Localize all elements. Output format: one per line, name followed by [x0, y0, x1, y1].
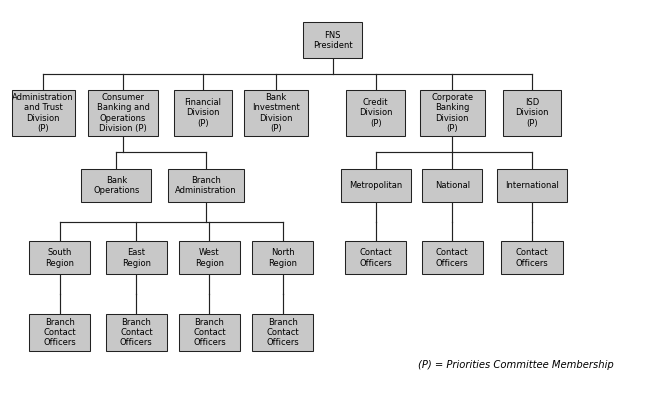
Text: Credit
Division
(P): Credit Division (P): [359, 98, 392, 128]
Text: Contact
Officers: Contact Officers: [515, 248, 549, 268]
FancyBboxPatch shape: [420, 90, 485, 136]
Text: Contact
Officers: Contact Officers: [359, 248, 392, 268]
FancyBboxPatch shape: [88, 90, 158, 136]
Text: Financial
Division
(P): Financial Division (P): [184, 98, 221, 128]
Text: Consumer
Banking and
Operations
Division (P): Consumer Banking and Operations Division…: [96, 93, 150, 133]
Text: National: National: [435, 181, 469, 190]
FancyBboxPatch shape: [303, 22, 362, 58]
FancyBboxPatch shape: [106, 314, 167, 351]
FancyBboxPatch shape: [346, 90, 405, 136]
Text: Branch
Contact
Officers: Branch Contact Officers: [266, 318, 299, 347]
FancyBboxPatch shape: [422, 169, 482, 202]
Text: (P) = Priorities Committee Membership: (P) = Priorities Committee Membership: [418, 360, 613, 370]
Text: Branch
Contact
Officers: Branch Contact Officers: [193, 318, 226, 347]
Text: Corporate
Banking
Division
(P): Corporate Banking Division (P): [431, 93, 473, 133]
Text: Branch
Contact
Officers: Branch Contact Officers: [43, 318, 76, 347]
FancyBboxPatch shape: [174, 90, 232, 136]
FancyBboxPatch shape: [12, 90, 74, 136]
Text: Bank
Operations: Bank Operations: [93, 176, 140, 195]
FancyBboxPatch shape: [179, 314, 240, 351]
FancyBboxPatch shape: [501, 241, 563, 274]
Text: West
Region: West Region: [195, 248, 224, 268]
FancyBboxPatch shape: [29, 314, 90, 351]
FancyBboxPatch shape: [106, 241, 167, 274]
Text: Contact
Officers: Contact Officers: [436, 248, 469, 268]
Text: ISD
Division
(P): ISD Division (P): [515, 98, 549, 128]
FancyBboxPatch shape: [252, 314, 313, 351]
FancyBboxPatch shape: [29, 241, 90, 274]
Text: Branch
Administration: Branch Administration: [176, 176, 237, 195]
Text: FNS
President: FNS President: [313, 31, 352, 50]
Text: Branch
Contact
Officers: Branch Contact Officers: [120, 318, 153, 347]
FancyBboxPatch shape: [422, 241, 483, 274]
FancyBboxPatch shape: [252, 241, 313, 274]
FancyBboxPatch shape: [179, 241, 240, 274]
Text: Metropolitan: Metropolitan: [349, 181, 402, 190]
Text: South
Region: South Region: [45, 248, 74, 268]
FancyBboxPatch shape: [245, 90, 307, 136]
Text: East
Region: East Region: [122, 248, 151, 268]
FancyBboxPatch shape: [503, 90, 561, 136]
FancyBboxPatch shape: [497, 169, 567, 202]
FancyBboxPatch shape: [168, 169, 245, 202]
Text: Bank
Investment
Division
(P): Bank Investment Division (P): [252, 93, 300, 133]
Text: Administration
and Trust
Division
(P): Administration and Trust Division (P): [13, 93, 74, 133]
FancyBboxPatch shape: [340, 169, 410, 202]
Text: International: International: [505, 181, 559, 190]
FancyBboxPatch shape: [81, 169, 152, 202]
FancyBboxPatch shape: [345, 241, 406, 274]
Text: North
Region: North Region: [268, 248, 297, 268]
